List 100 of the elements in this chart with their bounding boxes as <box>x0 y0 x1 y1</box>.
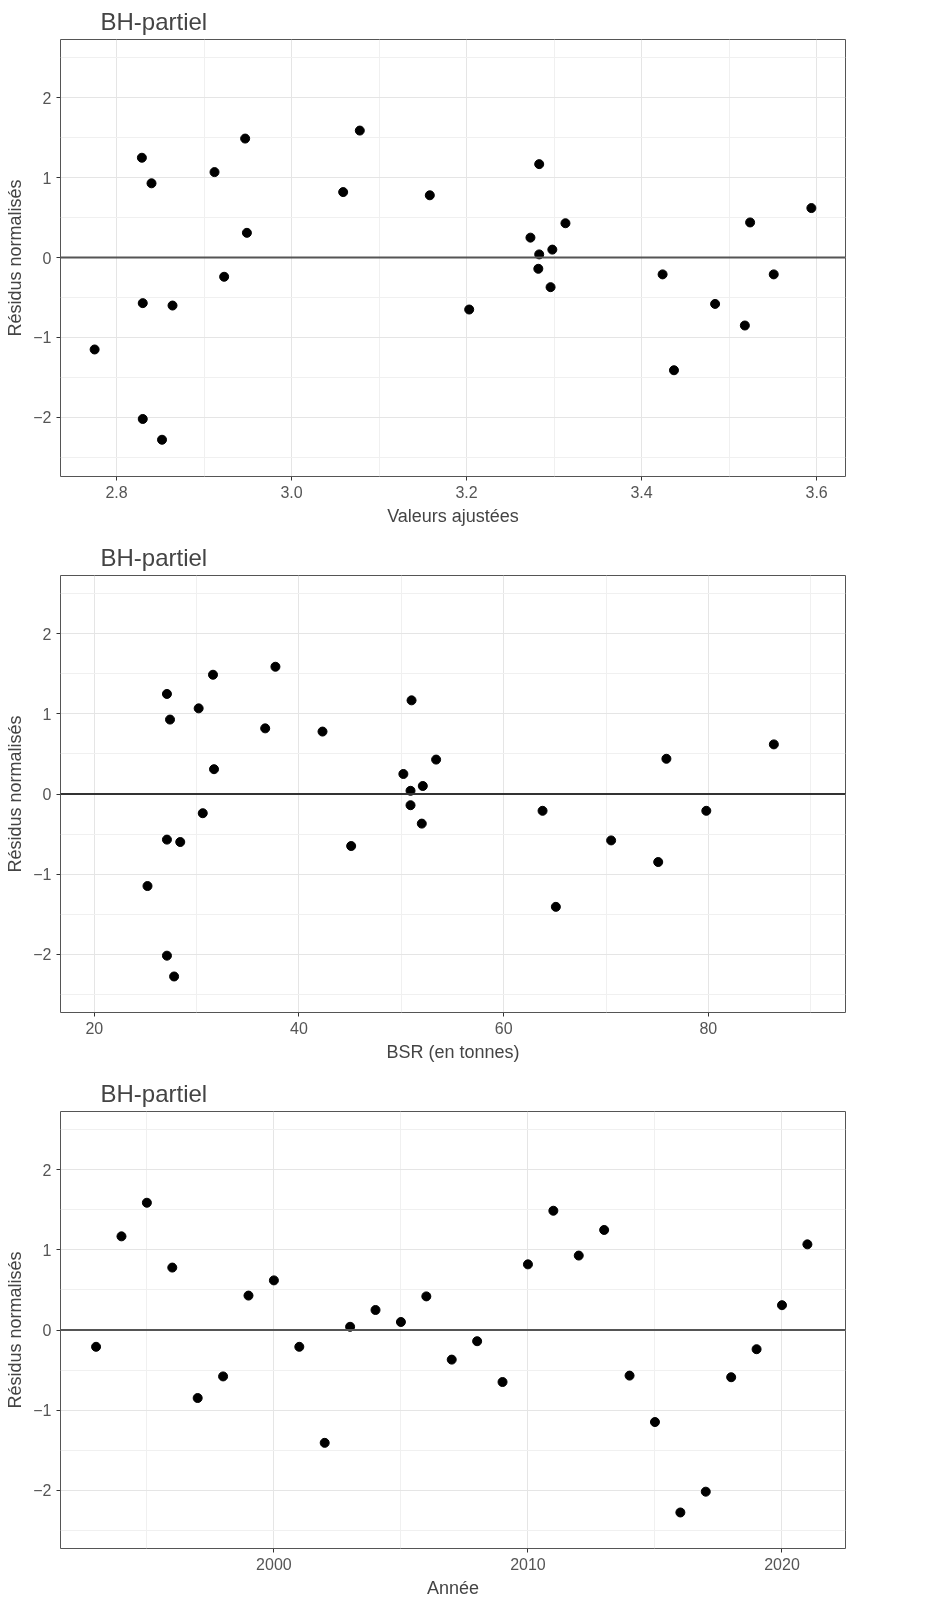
point <box>167 300 178 311</box>
y-tick-label: 1 <box>42 1241 52 1259</box>
point <box>464 304 475 315</box>
point <box>416 818 427 829</box>
y-tick-label: 2 <box>42 1161 52 1179</box>
point <box>700 1486 711 1497</box>
point <box>417 781 428 791</box>
x-tick-label: 2010 <box>510 1555 546 1573</box>
point <box>193 703 204 714</box>
point <box>751 1344 762 1355</box>
point <box>525 232 536 243</box>
point <box>806 203 817 214</box>
point <box>268 1275 279 1286</box>
point <box>405 800 416 811</box>
x-tick-label: 3.0 <box>280 483 303 501</box>
point <box>406 695 417 706</box>
point <box>710 298 721 309</box>
point <box>142 881 153 892</box>
y-axis-title: Résidus normalisés <box>5 1251 26 1409</box>
x-tick-label: 2000 <box>256 1555 292 1573</box>
point <box>89 344 100 355</box>
x-tick-label: 3.4 <box>630 483 653 501</box>
point <box>219 271 230 282</box>
y-tick-label: −1 <box>33 329 52 347</box>
point <box>599 1224 610 1235</box>
x-tick-label: 3.6 <box>805 483 828 501</box>
point <box>169 971 180 982</box>
point <box>241 227 252 238</box>
point <box>431 754 442 765</box>
point <box>141 1197 152 1208</box>
point <box>522 1259 533 1270</box>
point <box>424 190 435 201</box>
point <box>745 217 756 228</box>
point <box>161 950 172 961</box>
point <box>739 320 750 331</box>
point <box>319 1437 330 1448</box>
point <box>472 1336 483 1347</box>
point <box>146 178 157 189</box>
point <box>573 1250 584 1261</box>
point <box>547 244 558 255</box>
x-tick-label: 2.8 <box>105 483 128 501</box>
point <box>726 1372 737 1383</box>
point <box>534 159 545 170</box>
point <box>270 661 281 672</box>
y-tick-label: 2 <box>42 625 52 643</box>
point <box>161 688 172 699</box>
chart-title: BH-partiel <box>100 543 208 571</box>
point <box>533 263 544 274</box>
point <box>776 1300 787 1311</box>
point <box>116 1231 127 1242</box>
point <box>192 1393 203 1404</box>
y-tick-label: −2 <box>33 1482 52 1500</box>
point <box>550 901 561 912</box>
y-tick-label: −2 <box>33 946 52 964</box>
point <box>421 1291 432 1302</box>
y-tick-label: 0 <box>42 1322 52 1339</box>
point <box>208 669 218 680</box>
point <box>338 187 349 198</box>
point <box>136 152 147 163</box>
point <box>768 739 779 750</box>
point <box>209 764 220 775</box>
point <box>668 365 679 376</box>
y-axis-title: Résidus normalisés <box>5 179 26 337</box>
point <box>548 1205 559 1216</box>
x-tick-label: 40 <box>290 1019 308 1037</box>
point <box>446 1354 457 1365</box>
point <box>395 1317 406 1327</box>
x-tick-label: 3.2 <box>455 483 478 501</box>
point <box>137 298 148 309</box>
point <box>197 808 208 819</box>
point <box>657 269 668 280</box>
y-tick-label: 1 <box>42 169 52 187</box>
y-tick-label: 0 <box>42 786 52 803</box>
point <box>240 133 251 144</box>
x-axis-title: Année <box>426 1577 480 1598</box>
point <box>346 841 357 852</box>
y-tick-label: 2 <box>42 89 52 107</box>
point <box>545 282 556 293</box>
point <box>606 835 617 846</box>
point <box>701 805 712 816</box>
point <box>317 726 328 737</box>
chart-title: BH-partiel <box>100 7 208 35</box>
point <box>161 834 172 845</box>
x-tick-label: 2020 <box>764 1555 800 1573</box>
point <box>91 1341 102 1352</box>
point <box>802 1239 813 1250</box>
point <box>624 1370 635 1381</box>
point <box>661 753 672 764</box>
point <box>675 1507 686 1518</box>
point <box>649 1417 660 1428</box>
point <box>497 1377 508 1388</box>
y-axis-title: Résidus normalisés <box>5 715 26 873</box>
point <box>165 714 176 725</box>
point <box>137 413 148 424</box>
point <box>260 723 271 734</box>
x-axis-title: BSR (en tonnes) <box>386 1041 520 1062</box>
y-tick-label: −2 <box>33 409 52 427</box>
x-tick-label: 60 <box>494 1019 513 1037</box>
y-tick-label: −1 <box>33 1402 52 1420</box>
point <box>653 857 664 868</box>
